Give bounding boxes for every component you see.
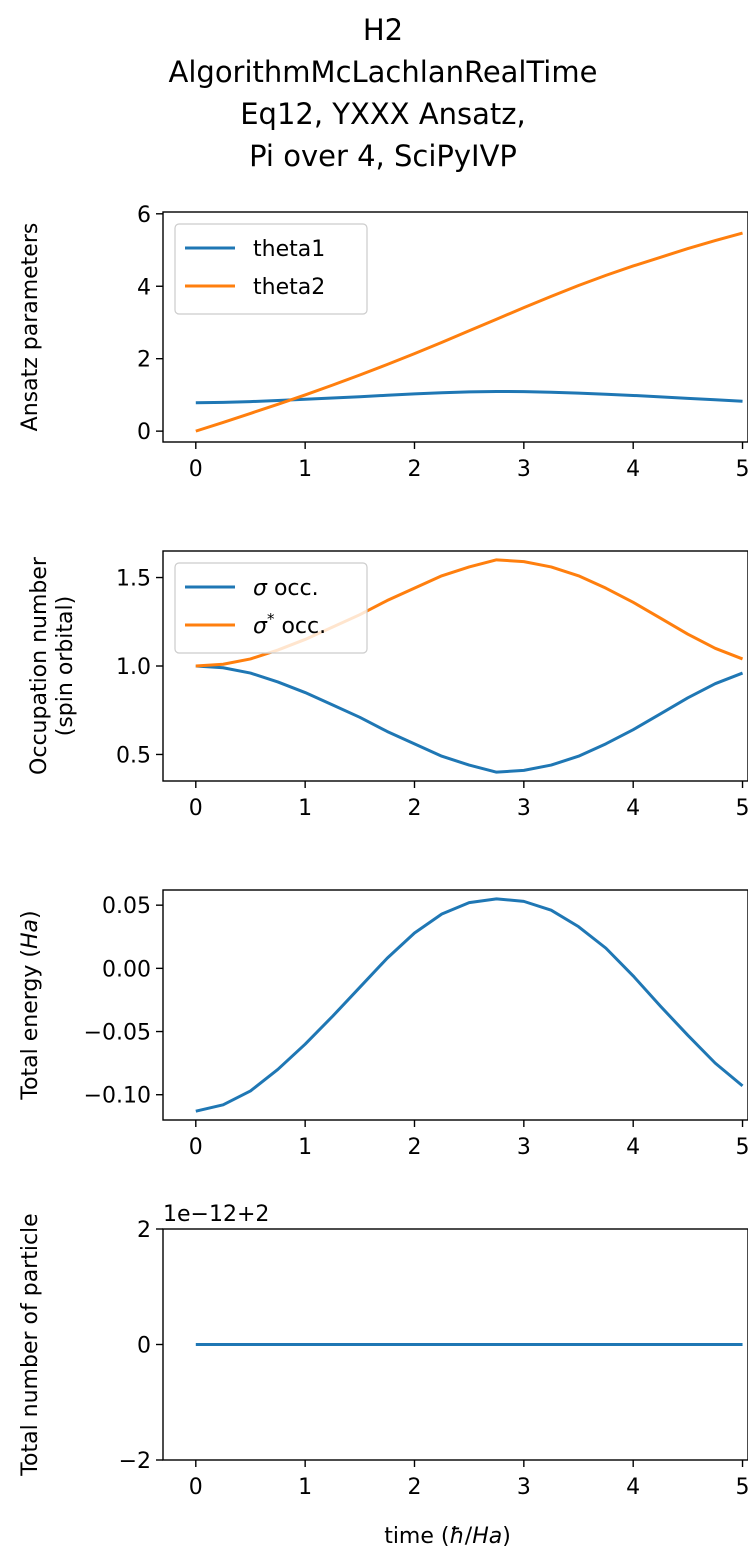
panel-3-xtick-label: 0	[189, 1135, 203, 1160]
panel-3-xtick-label: 5	[736, 1135, 748, 1160]
panel-1-xtick-label: 1	[298, 457, 312, 482]
panel-1-xtick-label: 5	[736, 457, 748, 482]
panel-3-ytick-label: 0.05	[102, 894, 151, 919]
panel-4-xtick-label: 4	[626, 1475, 640, 1500]
panel-1-ytick-label: 4	[137, 275, 151, 300]
legend-label-1: σ occ.	[253, 576, 319, 601]
panel-1-xtick-label: 0	[189, 457, 203, 482]
title-line-3: Eq12, YXXX Ansatz,	[240, 97, 526, 131]
panel-3-xtick-label: 1	[298, 1135, 312, 1160]
panel-1-ytick-label: 0	[137, 420, 151, 445]
panel-1-xtick-label: 3	[517, 457, 531, 482]
panel-2-xtick-label: 2	[407, 796, 421, 821]
panel-3: 0 1 2 3 4 5 −0.10 −0.05 0.00 0.05 Total energy (Ha…	[18, 889, 748, 1160]
panel-1-ytick-label: 6	[137, 203, 151, 228]
panel-1-series-1-line	[195, 389, 743, 405]
panel-2-ytick-label: 1.0	[116, 655, 151, 680]
title-line-2: AlgorithmMcLachlanRealTime	[169, 55, 598, 89]
panel-3-ylabel: Total energy (Ha)	[18, 910, 43, 1100]
figure-title: H2 AlgorithmMcLachlanRealTime Eq12, YXXX…	[169, 13, 598, 173]
title-line-4: Pi over 4, SciPyIVP	[249, 139, 517, 173]
panel-2-legend: σ occ. σ* occ.	[174, 562, 368, 654]
panel-2-xtick-label: 5	[736, 796, 748, 821]
title-line-1: H2	[363, 13, 403, 47]
panel-3-series-1-line	[195, 897, 744, 1113]
legend-label-2: theta2	[253, 275, 325, 300]
panel-4-xtick-label: 2	[407, 1475, 421, 1500]
panel-4-xtick-label: 1	[298, 1475, 312, 1500]
panel-3-xtick-label: 2	[407, 1135, 421, 1160]
panel-3-ytick-label: −0.05	[84, 1021, 151, 1046]
panel-2-ytick-label: 0.5	[116, 743, 151, 768]
panel-2: 0 1 2 3 4 5 0.5 1.0 1.5 Occupation number (spin or…	[27, 550, 748, 821]
panel-3-ytick-label: 0.00	[102, 957, 151, 982]
panel-3-ytick-label: −0.10	[84, 1084, 151, 1109]
panel-1-xtick-label: 4	[626, 457, 640, 482]
panel-1-series-2-line	[195, 231, 743, 433]
panel-2-series-1-line	[195, 664, 744, 774]
panel-4-xtick-label: 0	[189, 1475, 203, 1500]
panel-4-offset-text: 1e−12+2	[163, 1202, 269, 1227]
panel-4-xtick-label: 3	[517, 1475, 531, 1500]
panel-2-xtick-label: 0	[189, 796, 203, 821]
legend-label-1: theta1	[253, 237, 325, 262]
panel-4-ytick-label: −2	[119, 1449, 151, 1474]
panel-3-axes-frame	[162, 889, 748, 1121]
panel-4-xlabel: time (ħ/Ha)	[384, 1524, 511, 1549]
panel-1: 0 1 2 3 4 5 0 2 4 6 Ansatz parameters theta1 theta2	[18, 203, 748, 482]
panel-1-ytick-label: 2	[137, 348, 151, 373]
panel-4-ytick-label: 0	[137, 1334, 151, 1359]
panel-2-ytick-label: 1.5	[116, 567, 151, 592]
panel-4-xtick-label: 5	[736, 1475, 748, 1500]
panel-3-xtick-label: 3	[517, 1135, 531, 1160]
panel-4-ytick-label: 2	[137, 1218, 151, 1243]
panel-1-axes-frame	[162, 211, 748, 443]
panel-2-ylabel-line-2: (spin orbital)	[53, 596, 78, 736]
panel-1-xtick-label: 2	[407, 457, 421, 482]
panel-2-xtick-label: 4	[626, 796, 640, 821]
panel-2-ylabel-line-1: Occupation number	[27, 556, 52, 775]
panel-1-legend: theta1 theta2	[174, 223, 368, 315]
panel-2-xtick-label: 3	[517, 796, 531, 821]
panel-1-ylabel: Ansatz parameters	[18, 223, 43, 432]
legend-label-2: σ* occ.	[253, 610, 326, 639]
panel-2-xtick-label: 1	[298, 796, 312, 821]
panel-4: 0 1 2 3 4 5 −2 0 2 1e−12+2 Total number of particl…	[18, 1202, 748, 1549]
panel-4-ylabel: Total number of particle	[18, 1213, 43, 1476]
panel-3-xtick-label: 4	[626, 1135, 640, 1160]
